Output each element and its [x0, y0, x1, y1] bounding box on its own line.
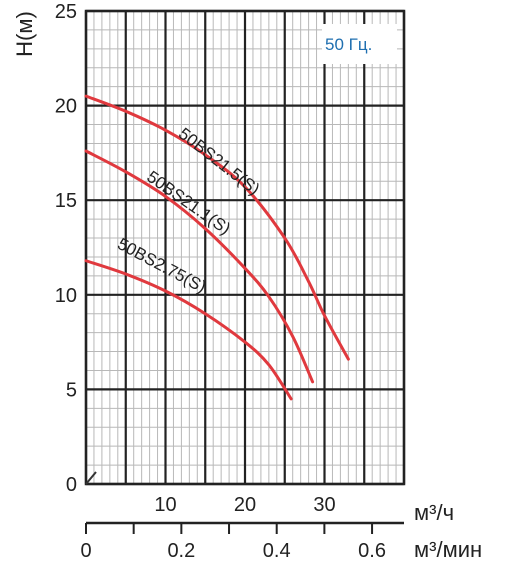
x-axis-label-primary: м³/ч	[414, 500, 454, 525]
secondary-x-tick-label: 0	[80, 540, 91, 562]
y-tick-label: 0	[66, 474, 77, 496]
curve-labels: 50BS21.5(S)50BS21.1(S)50BS2.75(S)	[114, 124, 263, 297]
x-tick-labels: 10 20 30	[154, 494, 335, 516]
y-axis-label: H(м)	[12, 11, 37, 57]
secondary-x-tick-label: 0.2	[167, 540, 195, 562]
y-tick-label: 20	[55, 96, 77, 118]
y-tick-label: 25	[55, 1, 77, 23]
series-lines	[84, 94, 350, 401]
origin-mark	[85, 471, 97, 485]
curve-label-3: 50BS2.75(S)	[114, 234, 209, 296]
minor-grid	[86, 11, 404, 484]
y-tick-label: 15	[55, 190, 77, 212]
y-tick-labels: 0 5 10 15 20 25	[55, 1, 77, 496]
frequency-label: 50 Гц.	[325, 35, 372, 54]
x-tick-label: 20	[234, 494, 256, 516]
secondary-x-tick-label: 0.4	[263, 540, 291, 562]
series-line-1	[84, 94, 350, 361]
series-line-2	[84, 149, 315, 384]
curve-label-2: 50BS21.1(S)	[143, 167, 234, 238]
curve-label-1: 50BS21.5(S)	[175, 124, 263, 199]
x-tick-label: 30	[313, 494, 335, 516]
series-line-3	[84, 259, 293, 401]
x-tick-label: 10	[154, 494, 176, 516]
x-axis-label-secondary: м³/мин	[414, 537, 482, 562]
y-tick-label: 10	[55, 285, 77, 307]
plot-frame	[84, 9, 406, 486]
secondary-x-tick-marks: 0 0.2 0.4 0.6	[80, 523, 386, 562]
y-tick-label: 5	[66, 379, 77, 401]
secondary-x-tick-label: 0.6	[358, 540, 386, 562]
frequency-label-box	[322, 24, 397, 64]
